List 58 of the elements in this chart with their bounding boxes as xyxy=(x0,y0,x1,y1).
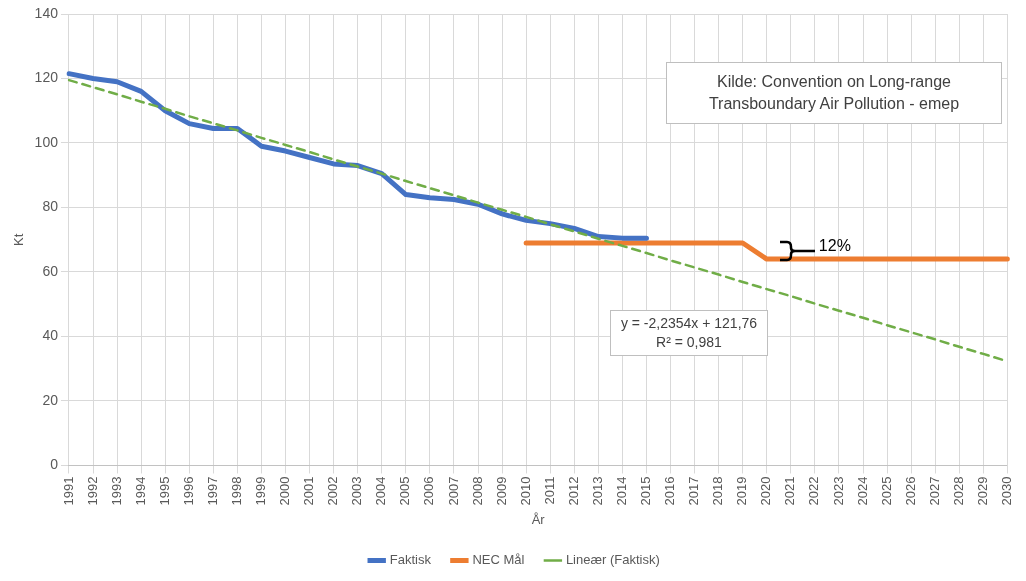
legend-label: NEC Mål xyxy=(472,552,525,568)
x-tick-label: 2003 xyxy=(349,476,365,506)
x-tick-label: 2025 xyxy=(878,476,894,506)
x-tick-label: 2026 xyxy=(902,476,918,506)
x-tick-label: 2010 xyxy=(517,476,533,506)
x-tick-label: 2018 xyxy=(710,476,726,506)
annotation: y = -2,2354x + 121,76 xyxy=(619,314,759,333)
x-tick-label: 2020 xyxy=(758,476,774,506)
x-tick-label: 2029 xyxy=(974,476,990,506)
source-note-box: Kilde: Convention on Long-range Transboundary Air Pollution - emep xyxy=(666,62,1002,124)
x-tick-label: 2022 xyxy=(806,476,822,506)
y-tick-label: 80 xyxy=(42,198,59,215)
x-tick-label: 2024 xyxy=(854,476,870,506)
x-tick-label: 2004 xyxy=(373,476,389,506)
x-tick-label: 2000 xyxy=(277,476,293,506)
annotation: R² = 0,981 xyxy=(655,333,723,352)
x-tick-label: 2001 xyxy=(301,476,317,506)
x-tick-label: 1996 xyxy=(180,476,196,506)
x-tick-label: 2027 xyxy=(926,476,942,506)
x-tick-label: 2015 xyxy=(638,476,654,506)
x-tick-label: 1993 xyxy=(108,476,124,506)
x-tick-label: 1999 xyxy=(253,476,269,506)
x-tick-label: 2028 xyxy=(950,476,966,506)
x-tick-label: 1997 xyxy=(204,476,220,506)
x-tick-label: 1992 xyxy=(84,476,100,506)
y-tick-label: 60 xyxy=(42,262,59,279)
legend-label: Lineær (Faktisk) xyxy=(565,552,660,568)
x-tick-label: 1994 xyxy=(132,476,148,506)
y-tick-label: 20 xyxy=(42,391,59,408)
y-tick-label: 140 xyxy=(34,4,59,21)
y-tick-label: 120 xyxy=(34,69,59,86)
x-tick-label: 2009 xyxy=(493,476,509,506)
x-tick-label: 1991 xyxy=(60,476,76,506)
y-axis-title: Kt xyxy=(11,233,27,246)
legend-label: Faktisk xyxy=(389,552,432,568)
x-tick-label: 2011 xyxy=(541,476,557,505)
x-tick-label: 2006 xyxy=(421,476,437,506)
annotation: 12% xyxy=(818,237,851,255)
x-tick-label: 2023 xyxy=(830,476,846,506)
y-tick-label: 100 xyxy=(34,133,59,150)
y-tick-label: 40 xyxy=(42,327,59,344)
x-tick-label: 2017 xyxy=(686,476,702,506)
x-tick-label: 2021 xyxy=(782,476,798,506)
y-tick-label: 0 xyxy=(50,456,59,473)
x-tick-label: 1995 xyxy=(156,476,172,506)
x-tick-label: 2008 xyxy=(469,476,485,506)
x-tick-label: 2007 xyxy=(445,476,461,506)
x-tick-label: 2014 xyxy=(613,476,629,506)
x-tick-label: 2002 xyxy=(325,476,341,506)
x-tick-label: 2013 xyxy=(589,476,605,506)
x-tick-label: 2030 xyxy=(998,476,1014,506)
x-tick-label: 2019 xyxy=(734,476,750,506)
equation-note-box: y = -2,2354x + 121,76 R² = 0,981 xyxy=(610,310,768,356)
x-axis-title: År xyxy=(531,511,546,527)
x-tick-label: 2005 xyxy=(397,476,413,506)
x-tick-label: 2016 xyxy=(662,476,678,506)
x-tick-label: 2012 xyxy=(565,476,581,506)
x-tick-label: 1998 xyxy=(228,476,244,506)
